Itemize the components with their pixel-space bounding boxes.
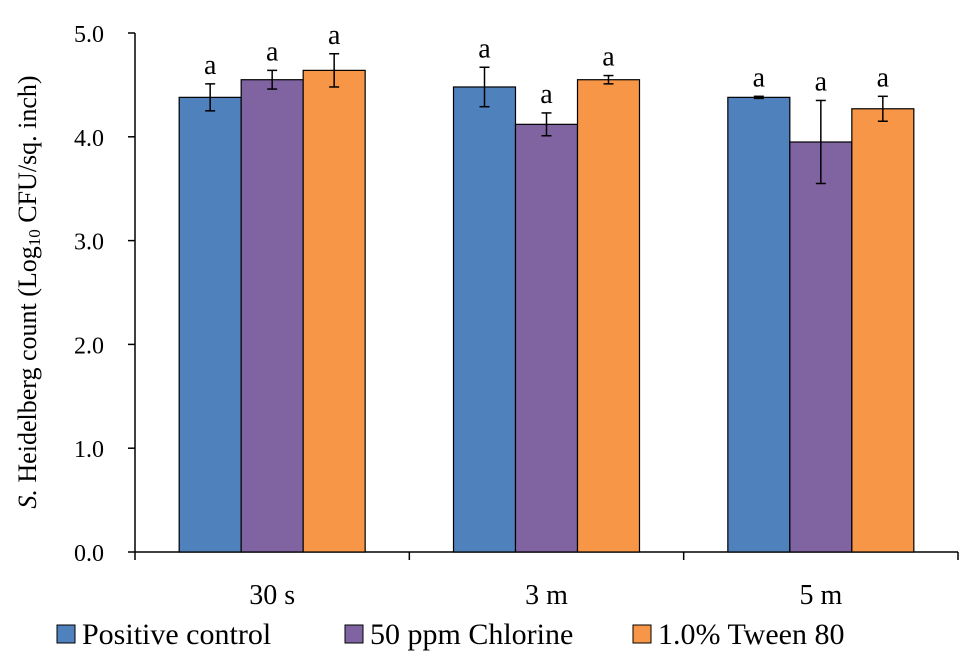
bar bbox=[576, 79, 641, 553]
bar bbox=[240, 79, 304, 553]
bar bbox=[302, 69, 366, 553]
significance-label: a bbox=[753, 62, 766, 93]
legend-label: Positive control bbox=[82, 618, 271, 651]
y-tick-label: 1.0 bbox=[74, 437, 104, 463]
legend-swatch bbox=[632, 624, 652, 644]
bar bbox=[178, 96, 242, 553]
x-category-label: 3 m bbox=[525, 580, 568, 611]
significance-label: a bbox=[478, 33, 491, 64]
y-tick-label: 2.0 bbox=[74, 333, 104, 359]
bar bbox=[851, 108, 915, 553]
bar bbox=[514, 123, 579, 553]
legend-label: 50 ppm Chlorine bbox=[370, 618, 573, 651]
y-axis-label: S. Heidelberg count (Log10 CFU/sq. inch) bbox=[13, 75, 44, 508]
legend-swatch bbox=[344, 624, 364, 644]
bar bbox=[452, 86, 517, 553]
y-tick-label: 0.0 bbox=[74, 541, 104, 567]
x-category-label: 5 m bbox=[799, 580, 842, 611]
significance-label: a bbox=[204, 50, 217, 81]
significance-label: a bbox=[877, 62, 890, 93]
x-category-label: 30 s bbox=[249, 580, 295, 611]
legend-swatch bbox=[56, 624, 76, 644]
significance-label: a bbox=[540, 79, 553, 110]
significance-label: a bbox=[328, 20, 341, 51]
y-tick-label: 4.0 bbox=[74, 126, 104, 152]
y-tick-label: 5.0 bbox=[74, 22, 104, 48]
significance-label: a bbox=[815, 66, 828, 97]
significance-label: a bbox=[602, 42, 615, 73]
significance-label: a bbox=[266, 36, 279, 67]
y-tick-label: 3.0 bbox=[74, 230, 104, 256]
bar bbox=[789, 141, 853, 553]
legend-label: 1.0% Tween 80 bbox=[658, 618, 844, 651]
bar bbox=[727, 96, 791, 553]
